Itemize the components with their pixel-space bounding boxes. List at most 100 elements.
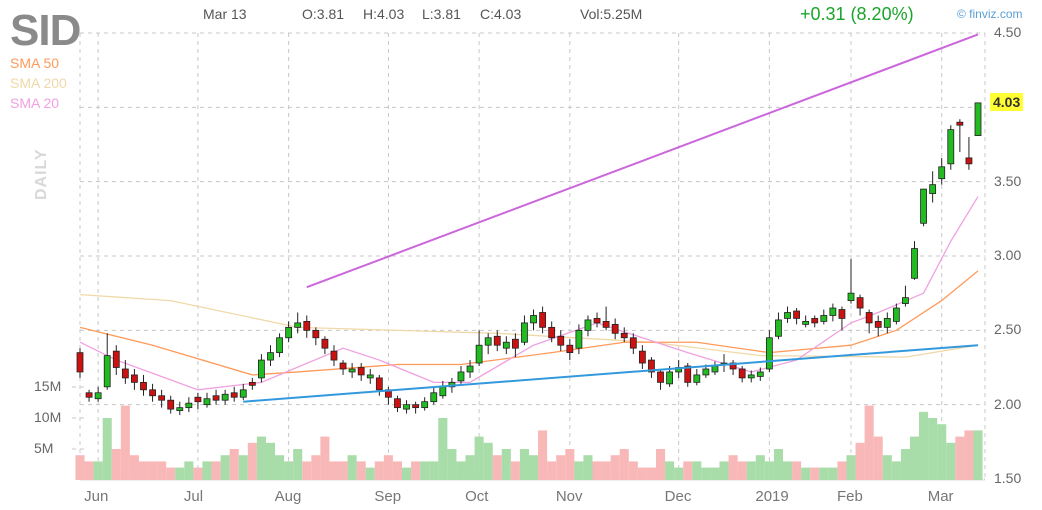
candle-up <box>747 374 755 379</box>
trendline-upper <box>306 33 979 289</box>
volume-bar <box>492 455 502 480</box>
x-tick-label: Feb <box>837 488 863 505</box>
volume-bar <box>955 436 965 480</box>
candle-down <box>956 121 964 126</box>
candle-up <box>892 307 900 322</box>
candle-down <box>212 395 220 401</box>
sma-200-line <box>79 294 979 358</box>
legend-sma-50: SMA 50 <box>10 55 60 71</box>
candle-up <box>239 389 247 398</box>
volume-bar <box>628 461 638 480</box>
volume-bar <box>347 455 357 480</box>
volume-bar <box>964 430 974 480</box>
volume-bar <box>846 455 856 480</box>
quote-high: H:4.03 <box>363 6 405 22</box>
volume-bar <box>519 449 529 480</box>
candle-up <box>276 337 283 354</box>
volume-bar <box>692 461 702 480</box>
volume-bar <box>129 455 139 480</box>
candle-down <box>394 398 401 409</box>
candle-down <box>539 312 547 328</box>
volume-bar <box>919 411 929 480</box>
candle-down <box>865 312 873 324</box>
candle-down <box>167 399 175 410</box>
volume-bar <box>75 455 85 480</box>
candle-down <box>738 368 746 379</box>
candle-up <box>711 365 719 373</box>
candle-down <box>112 350 120 368</box>
volume-bar <box>411 461 421 480</box>
volume-bar <box>701 467 711 480</box>
candle-up <box>466 365 474 373</box>
timeframe-label: DAILY <box>33 148 50 200</box>
candle-down <box>566 344 574 354</box>
last-price-badge: 4.03 <box>990 93 1024 111</box>
volume-bar <box>383 455 393 480</box>
volume-bar <box>111 449 121 480</box>
sma-20-line <box>79 196 979 391</box>
volume-bar <box>184 461 194 480</box>
x-tick-label: Nov <box>555 488 583 505</box>
candle-down <box>121 368 129 379</box>
candle-up <box>530 315 537 324</box>
candle-down <box>330 350 338 361</box>
volume-bar <box>447 449 457 480</box>
x-tick-label: Jul <box>183 488 204 505</box>
quote-open: O:3.81 <box>302 6 345 22</box>
volume-bar <box>510 461 520 480</box>
volume-bar <box>610 455 620 480</box>
candle-up <box>457 371 465 382</box>
candle-down <box>856 297 864 309</box>
volume-bar <box>882 455 892 480</box>
volume-bar <box>737 461 747 480</box>
x-tick-label: Mar <box>927 488 954 505</box>
volume-bar <box>365 467 375 480</box>
candle-down <box>248 381 256 386</box>
candle-up <box>575 329 583 349</box>
volume-bar <box>547 461 557 480</box>
quote-close: C:4.03 <box>480 6 522 22</box>
volume-bar <box>665 461 675 480</box>
candle-up <box>475 344 483 364</box>
volume-bar <box>782 461 793 480</box>
candle-up <box>702 368 710 376</box>
volume-bar <box>392 461 403 480</box>
candle-down <box>874 321 882 328</box>
volume-bar <box>538 430 548 480</box>
candle-up <box>221 393 229 401</box>
volume-bar <box>84 461 94 480</box>
volume-bar <box>728 455 738 480</box>
volume-bar <box>973 430 983 480</box>
candle-up <box>502 341 510 349</box>
candle-down <box>657 371 664 383</box>
candle-up <box>693 374 701 383</box>
candle-up <box>756 371 764 377</box>
quote-date: Mar 13 <box>203 6 247 22</box>
volume-bar <box>438 418 448 480</box>
volume-bar <box>746 461 756 480</box>
volume-bar <box>320 436 330 480</box>
candle-up <box>775 319 782 337</box>
candle-down <box>611 323 619 334</box>
volume-bar <box>238 455 248 480</box>
candle-up <box>176 407 184 412</box>
x-tick-label: Sep <box>374 488 402 505</box>
candle-up <box>911 248 918 279</box>
candle-up <box>421 401 429 409</box>
candle-up <box>820 315 828 322</box>
candle-down <box>412 404 420 409</box>
volume-bar <box>529 455 539 480</box>
volume-bar <box>220 455 230 480</box>
volume-tick-label: 15M <box>34 378 62 394</box>
volume-bar <box>356 461 366 480</box>
candle-down <box>602 321 610 328</box>
candle-down <box>76 352 84 373</box>
volume-bar <box>374 461 384 480</box>
candle-up <box>584 319 592 331</box>
volume-bar <box>456 461 466 480</box>
volume-bar <box>265 442 276 480</box>
finviz-brand-link[interactable]: © finviz.com <box>957 7 1023 21</box>
candle-down <box>493 335 501 346</box>
candle-down <box>321 338 329 349</box>
candle-down <box>965 157 973 165</box>
